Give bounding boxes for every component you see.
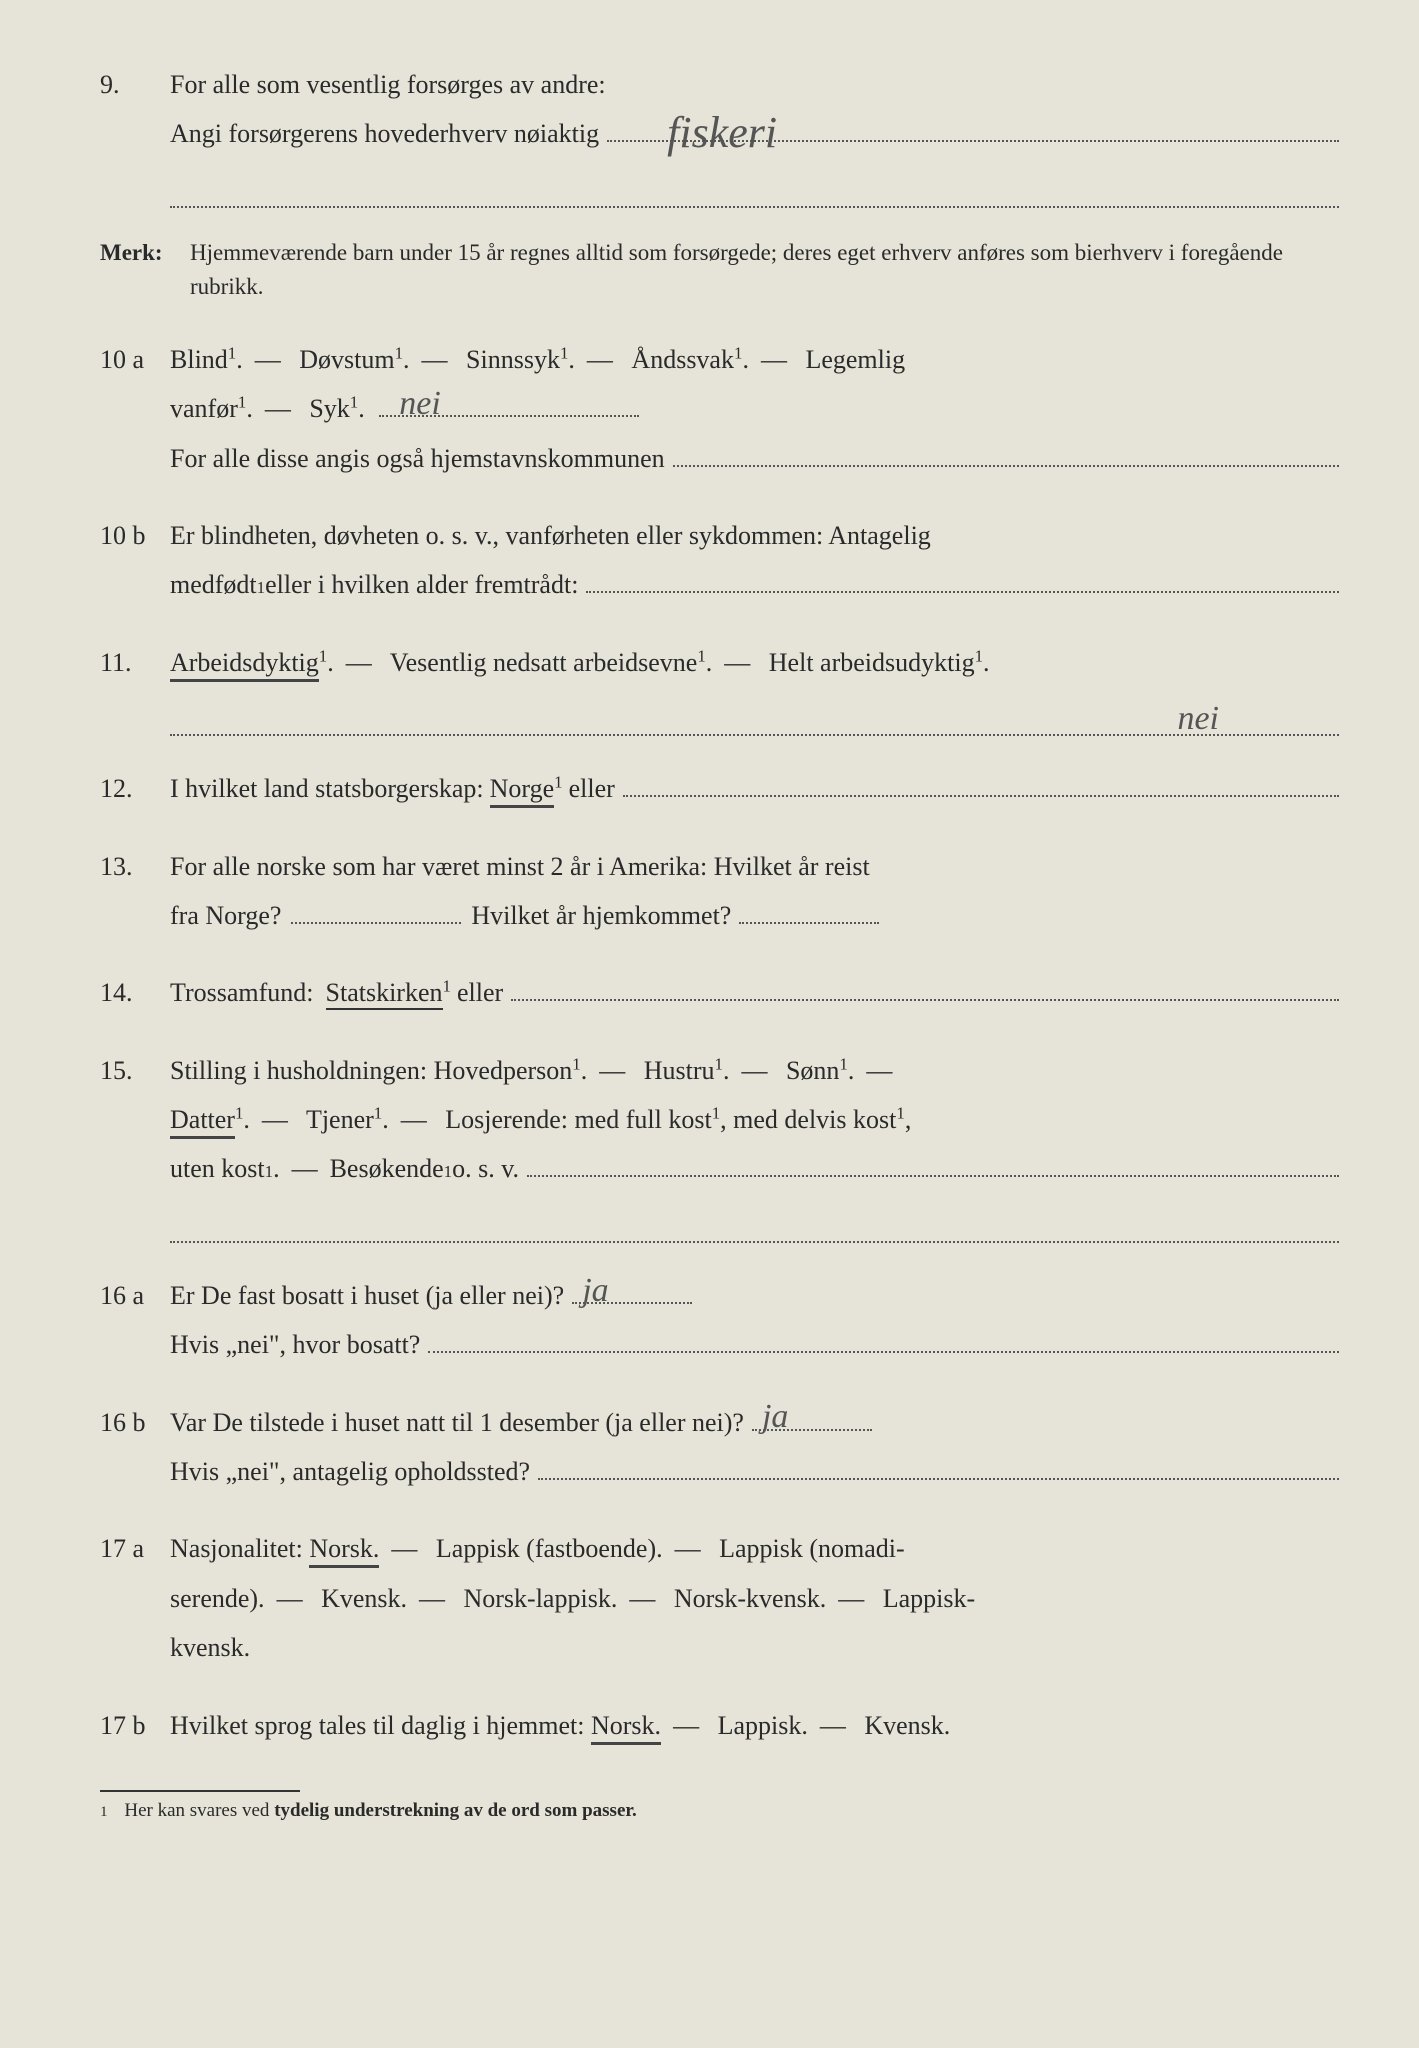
q15-besok: Besøkende xyxy=(330,1144,444,1193)
q10b-line2b: eller i hvilken alder fremtrådt: xyxy=(265,560,578,609)
q16b-text: Var De tilstede i huset natt til 1 desem… xyxy=(170,1398,744,1447)
q11-num: 11. xyxy=(100,638,170,736)
q17a-line2: serende). xyxy=(170,1584,265,1613)
q11-answer: nei xyxy=(1177,687,1219,752)
q9-answer: fiskeri xyxy=(667,91,777,175)
q17b-norsk: Norsk. xyxy=(591,1711,661,1745)
q17b-num: 17 b xyxy=(100,1701,170,1750)
question-13: 13. For alle norske som har været minst … xyxy=(100,842,1339,941)
q10b-line2a: medfødt xyxy=(170,560,257,609)
q14-statskirken: Statskirken xyxy=(326,978,443,1010)
q15-losjerende: Losjerende: med full kost xyxy=(445,1105,711,1134)
q11-b: Vesentlig nedsatt arbeidsevne xyxy=(390,648,698,677)
merk-text: Hjemmeværende barn under 15 år regnes al… xyxy=(190,236,1339,305)
q10a-blind: Blind xyxy=(170,345,228,374)
q16a-answer: ja xyxy=(582,1259,608,1324)
footnote: 1 Her kan svares ved tydelig understrekn… xyxy=(100,1800,1339,1822)
q12-norge: Norge xyxy=(490,774,555,808)
q17a-norsk: Norsk. xyxy=(309,1534,379,1568)
question-9: 9. For alle som vesentlig forsørges av a… xyxy=(100,60,1339,208)
q10b-line1: Er blindheten, døvheten o. s. v., vanfør… xyxy=(170,511,1339,560)
footnote-num: 1 xyxy=(100,1803,108,1820)
question-12: 12. I hvilket land statsborgerskap: Norg… xyxy=(100,764,1339,813)
q17a-nl: Norsk-lappisk. xyxy=(464,1584,618,1613)
q17a-line3: kvensk. xyxy=(170,1623,1339,1672)
q10a-answer: nei xyxy=(399,372,441,437)
question-16a: 16 a Er De fast bosatt i huset (ja eller… xyxy=(100,1271,1339,1370)
q12-num: 12. xyxy=(100,764,170,813)
q15-tjener: Tjener xyxy=(306,1105,374,1134)
merk-note: Merk: Hjemmeværende barn under 15 år reg… xyxy=(100,236,1339,305)
q14-eller: eller xyxy=(457,968,503,1017)
question-17b: 17 b Hvilket sprog tales til daglig i hj… xyxy=(100,1701,1339,1750)
question-15: 15. Stilling i husholdningen: Hovedperso… xyxy=(100,1046,1339,1243)
merk-label: Merk: xyxy=(100,236,190,305)
q17a-lk: Lappisk- xyxy=(883,1584,975,1613)
question-17a: 17 a Nasjonalitet: Norsk.— Lappisk (fast… xyxy=(100,1524,1339,1672)
q10a-sinnssyk: Sinnssyk xyxy=(466,345,560,374)
q15-delvis: , med delvis kost xyxy=(720,1105,896,1134)
q17a-text: Nasjonalitet: xyxy=(170,1534,309,1563)
q15-osv: o. s. v. xyxy=(452,1144,519,1193)
q17a-num: 17 a xyxy=(100,1524,170,1672)
q15-num: 15. xyxy=(100,1046,170,1243)
q10a-andssvak: Åndssvak xyxy=(631,345,734,374)
q10a-dovstum: Døvstum xyxy=(299,345,394,374)
question-14: 14. Trossamfund: Statskirken1 eller xyxy=(100,968,1339,1017)
question-16b: 16 b Var De tilstede i huset natt til 1 … xyxy=(100,1398,1339,1497)
q16a-line2: Hvis „nei", hvor bosatt? xyxy=(170,1320,420,1369)
q10a-num: 10 a xyxy=(100,335,170,483)
q17a-rest2: Lappisk (nomadi- xyxy=(719,1534,905,1563)
q12-text: I hvilket land statsborgerskap: xyxy=(170,764,484,813)
q15-hustru: Hustru xyxy=(644,1056,715,1085)
q17b-kvensk: Kvensk. xyxy=(864,1711,950,1740)
q15-sonn: Sønn xyxy=(786,1056,839,1085)
q17a-kvensk: Kvensk. xyxy=(321,1584,407,1613)
q11-a: Arbeidsdyktig xyxy=(170,648,319,682)
q15-datter: Datter xyxy=(170,1105,235,1139)
q17a-nk: Norsk-kvensk. xyxy=(674,1584,826,1613)
q10a-line3: For alle disse angis også hjemstavnskomm… xyxy=(170,434,665,483)
q16b-answer: ja xyxy=(762,1385,788,1450)
q17a-rest1: Lappisk (fastboende). xyxy=(436,1534,663,1563)
q10a-syk: Syk xyxy=(309,394,349,423)
footnote-bold: tydelig understrekning av de ord som pas… xyxy=(274,1800,637,1821)
question-10b: 10 b Er blindheten, døvheten o. s. v., v… xyxy=(100,511,1339,610)
q14-text: Trossamfund: xyxy=(170,968,314,1017)
q16b-line2: Hvis „nei", antagelig opholdssted? xyxy=(170,1447,530,1496)
footnote-text: Her kan svares ved xyxy=(124,1800,274,1821)
q13-line1: For alle norske som har været minst 2 år… xyxy=(170,842,1339,891)
footnote-rule xyxy=(100,1790,300,1792)
q13-num: 13. xyxy=(100,842,170,941)
q16a-num: 16 a xyxy=(100,1271,170,1370)
q13-line2b: Hvilket år hjemkommet? xyxy=(471,891,731,940)
q16a-text: Er De fast bosatt i huset (ja eller nei)… xyxy=(170,1271,564,1320)
q17b-text: Hvilket sprog tales til daglig i hjemmet… xyxy=(170,1711,591,1740)
q15-uten: uten kost xyxy=(170,1144,265,1193)
q10b-num: 10 b xyxy=(100,511,170,610)
q12-eller: eller xyxy=(569,764,615,813)
q17b-lappisk: Lappisk. xyxy=(718,1711,808,1740)
question-11: 11. Arbeidsdyktig1.— Vesentlig nedsatt a… xyxy=(100,638,1339,736)
q9-num: 9. xyxy=(100,60,170,208)
q14-num: 14. xyxy=(100,968,170,1017)
q16b-num: 16 b xyxy=(100,1398,170,1497)
q10a-vanfor: vanfør xyxy=(170,394,238,423)
q9-line2: Angi forsørgerens hovederhverv nøiaktig xyxy=(170,109,599,158)
q15-text1: Stilling i husholdningen: Hovedperson xyxy=(170,1056,572,1085)
q13-line2a: fra Norge? xyxy=(170,891,281,940)
q11-c: Helt arbeidsudyktig xyxy=(769,648,975,677)
q10a-legemlig: Legemlig xyxy=(805,345,905,374)
question-10a: 10 a Blind1.— Døvstum1.— Sinnssyk1.— Ånd… xyxy=(100,335,1339,483)
